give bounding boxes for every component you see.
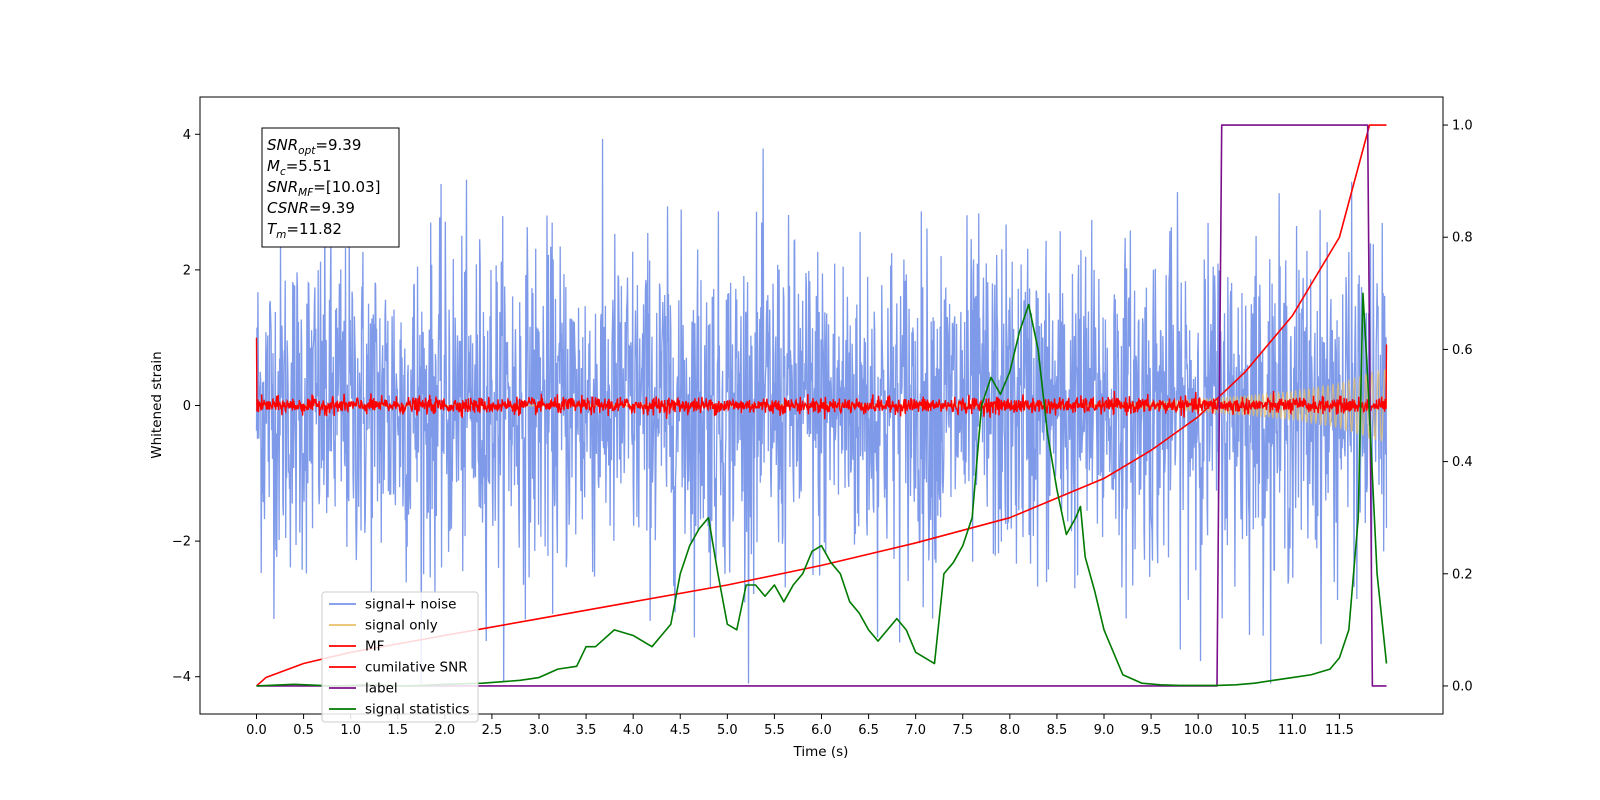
x-tick-label: 10.5 [1231,723,1260,738]
x-tick-label: 4.0 [623,723,644,738]
legend: signal+ noise signal only MF cumilative SNR… [321,591,479,723]
legend-frame [321,591,479,723]
y2-tick-label: 0.0 [1452,679,1473,694]
y-tick-label: 2 [183,263,191,278]
legend-entry-signal-only: signal only [365,618,438,634]
y2-tick-label: 0.2 [1452,567,1473,582]
x-tick-label: 8.5 [1047,723,1068,738]
ticks-layer: 0.0 0.5 1.0 1.5 2.0 2.5 3.0 3.5 4.0 4.5 5.0 5.5 6.0 6… [172,119,1473,738]
annotation-line: Tm=11.82 [267,220,342,241]
legend-entry-label: label [365,681,398,697]
x-tick-label: 7.0 [905,723,926,738]
y-axis-label: Whitened strain [149,351,165,458]
y-tick-label: 4 [183,128,191,143]
legend-entry-signal-statistics: signal statistics [365,702,469,718]
legend-entry-cumilative-snr: cumilative SNR [365,660,468,676]
y-tick-label: 0 [183,399,191,414]
x-tick-label: 2.5 [482,723,503,738]
y2-tick-label: 1.0 [1452,119,1473,134]
y-tick-label: −2 [172,535,191,550]
y2-tick-label: 0.6 [1452,343,1473,358]
annotation-line: SNRopt=9.39 [267,136,361,157]
x-tick-label: 4.5 [670,723,691,738]
x-tick-label: 3.5 [576,723,597,738]
legend-entry-signal-noise: signal+ noise [365,597,456,613]
x-tick-label: 6.5 [858,723,879,738]
x-tick-label: 0.5 [293,723,314,738]
x-tick-label: 5.5 [764,723,785,738]
series-signal-noise-line [255,139,1388,684]
x-tick-label: 3.0 [529,723,550,738]
x-tick-label: 7.5 [952,723,973,738]
x-tick-label: 8.0 [999,723,1020,738]
x-tick-label: 2.0 [434,723,455,738]
x-axis-label: Time (s) [793,744,849,760]
annotation-frame [261,127,400,248]
x-tick-label: 5.0 [717,723,738,738]
y-tick-label: −4 [172,670,191,685]
legend-entry-mf: MF [365,639,384,655]
series-label-line [256,124,1387,687]
x-tick-label: 10.0 [1184,723,1213,738]
series-mf-line [255,337,1388,420]
x-tick-label: 11.5 [1325,723,1354,738]
x-tick-label: 11.0 [1278,723,1307,738]
x-tick-label: 1.5 [387,723,408,738]
annotation-box: SNRopt=9.39Mc=5.51SNRMF=[10.03]CSNR=9.39… [261,127,400,248]
x-tick-label: 9.5 [1141,723,1162,738]
annotation-line: CSNR=9.39 [267,199,355,217]
annotation-line: Mc=5.51 [267,157,332,178]
x-tick-label: 6.0 [811,723,832,738]
y2-tick-label: 0.4 [1452,455,1473,470]
x-tick-label: 0.0 [246,723,267,738]
annotation-line: SNRMF=[10.03] [267,178,381,199]
y2-tick-label: 0.8 [1452,231,1473,246]
series-signal-statistics-line [256,292,1388,687]
x-tick-label: 9.0 [1094,723,1115,738]
x-tick-label: 1.0 [340,723,361,738]
